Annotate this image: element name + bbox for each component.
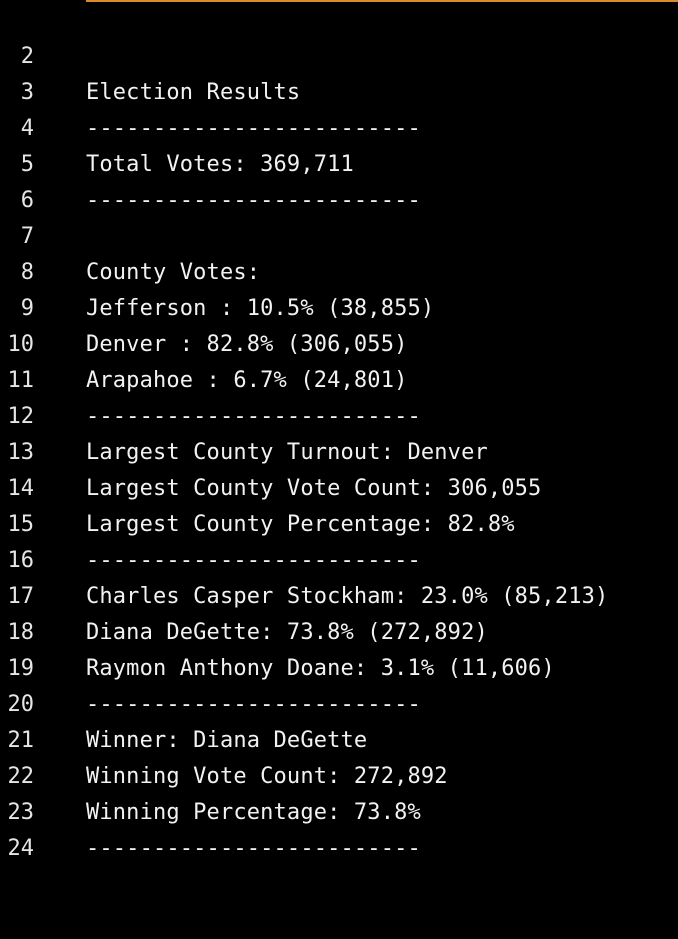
line-text[interactable]: Winner: Diana DeGette: [86, 728, 368, 753]
line-text[interactable]: Charles Casper Stockham: 23.0% (85,213): [86, 584, 609, 609]
line-text[interactable]: -------------------------: [86, 116, 421, 141]
editor-line[interactable]: 16 Charles Casper Stockham: 23.0% (85,21…: [0, 507, 678, 609]
line-number: 20: [7, 692, 35, 717]
line-text[interactable]: -------------------------: [86, 692, 421, 717]
line-text[interactable]: Winning Vote Count: 272,892: [86, 764, 448, 789]
text-editor[interactable]: 2 Election Results 3 -------------------…: [0, 3, 678, 861]
editor-line[interactable]: 10 Arapahoe : 6.7% (24,801): [0, 291, 678, 393]
line-number: 19: [7, 656, 35, 681]
line-number: 4: [20, 116, 34, 141]
line-number: 13: [7, 440, 35, 465]
editor-line[interactable]: 21 Winning Vote Count: 272,892: [0, 687, 678, 789]
line-text[interactable]: Total Votes: 369,711: [86, 152, 354, 177]
line-number: 16: [7, 548, 35, 573]
editor-line[interactable]: 23 -------------------------: [0, 759, 678, 861]
editor-line[interactable]: 20 Winner: Diana DeGette: [0, 651, 678, 753]
line-number: 7: [20, 224, 34, 249]
line-number: 10: [7, 332, 35, 357]
editor-line[interactable]: 3 -------------------------: [0, 39, 678, 141]
line-number: 14: [7, 476, 35, 501]
line-text[interactable]: Arapahoe : 6.7% (24,801): [86, 368, 408, 393]
editor-line[interactable]: 17 Diana DeGette: 73.8% (272,892): [0, 543, 678, 645]
line-text[interactable]: Denver : 82.8% (306,055): [86, 332, 408, 357]
editor-line[interactable]: 5 -------------------------: [0, 111, 678, 213]
editor-line[interactable]: 4 Total Votes: 369,711: [0, 75, 678, 177]
line-number: 6: [20, 188, 34, 213]
line-number: 17: [7, 584, 35, 609]
line-text[interactable]: Largest County Percentage: 82.8%: [86, 512, 515, 537]
line-number: 21: [7, 728, 35, 753]
editor-line[interactable]: 15 -------------------------: [0, 471, 678, 573]
line-number: 5: [20, 152, 34, 177]
line-text[interactable]: -------------------------: [86, 548, 421, 573]
line-number: 18: [7, 620, 35, 645]
line-text[interactable]: Election Results: [86, 80, 301, 105]
editor-line[interactable]: 19 -------------------------: [0, 615, 678, 717]
editor-line[interactable]: 24: [0, 795, 678, 861]
line-number: 2: [20, 44, 34, 69]
line-text[interactable]: Diana DeGette: 73.8% (272,892): [86, 620, 488, 645]
editor-line[interactable]: 8 Jefferson : 10.5% (38,855): [0, 219, 678, 321]
line-text[interactable]: Jefferson : 10.5% (38,855): [86, 296, 435, 321]
line-number: 23: [7, 800, 35, 825]
line-number: 8: [20, 260, 34, 285]
line-text[interactable]: Largest County Turnout: Denver: [86, 440, 488, 465]
editor-line[interactable]: 9 Denver : 82.8% (306,055): [0, 255, 678, 357]
line-text[interactable]: Largest County Vote Count: 306,055: [86, 476, 542, 501]
line-text[interactable]: Raymon Anthony Doane: 3.1% (11,606): [86, 656, 555, 681]
line-number: 15: [7, 512, 35, 537]
editor-line[interactable]: 7 County Votes:: [0, 183, 678, 285]
editor-line[interactable]: 11 -------------------------: [0, 327, 678, 429]
line-number: 12: [7, 404, 35, 429]
editor-line[interactable]: 2 Election Results: [0, 3, 678, 105]
editor-line[interactable]: 22 Winning Percentage: 73.8%: [0, 723, 678, 825]
editor-line[interactable]: 13 Largest County Vote Count: 306,055: [0, 399, 678, 501]
line-number: 22: [7, 764, 35, 789]
line-text[interactable]: County Votes:: [86, 260, 261, 285]
line-text[interactable]: -------------------------: [86, 188, 421, 213]
line-number: 24: [7, 836, 35, 861]
line-text[interactable]: -------------------------: [86, 404, 421, 429]
line-text[interactable]: -------------------------: [86, 836, 421, 861]
editor-line[interactable]: 12 Largest County Turnout: Denver: [0, 363, 678, 465]
line-number: 11: [7, 368, 35, 393]
editor-line[interactable]: 18 Raymon Anthony Doane: 3.1% (11,606): [0, 579, 678, 681]
line-number: 3: [20, 80, 34, 105]
editor-line[interactable]: 6: [0, 147, 678, 213]
line-text[interactable]: Winning Percentage: 73.8%: [86, 800, 421, 825]
line-number: 9: [20, 296, 34, 321]
editor-line[interactable]: 14 Largest County Percentage: 82.8%: [0, 435, 678, 537]
top-accent-border: [86, 0, 678, 2]
